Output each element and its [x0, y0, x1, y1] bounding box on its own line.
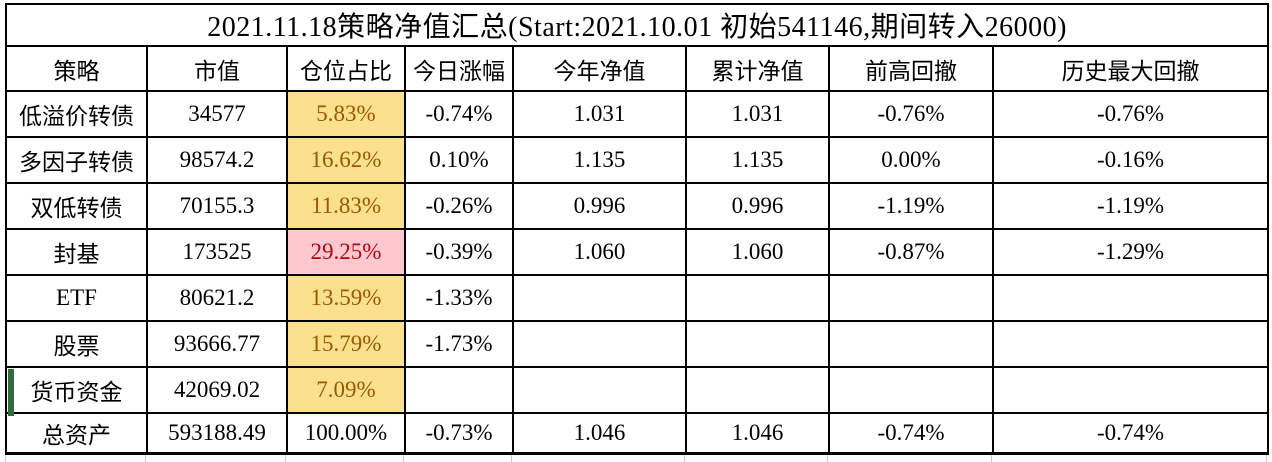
table-row: 封基 173525 29.25% -0.39% 1.060 1.060 -0.87% -1.2…: [5, 228, 1270, 276]
cell[interactable]: -0.39%: [404, 228, 514, 276]
cell[interactable]: 173525: [146, 228, 288, 276]
table-row: ETF 80621.2 13.59% -1.33%: [5, 274, 1270, 322]
cell[interactable]: [512, 366, 687, 414]
cell[interactable]: -0.74%: [404, 90, 514, 138]
cell[interactable]: [685, 320, 830, 368]
cell[interactable]: -1.19%: [991, 182, 1270, 230]
gridline-cell: [992, 455, 1267, 462]
cell[interactable]: 42069.02: [146, 366, 288, 414]
gridline-cell: [404, 455, 512, 462]
cell[interactable]: -0.74%: [991, 412, 1270, 455]
cell[interactable]: 1.046: [685, 412, 830, 455]
cell[interactable]: -1.73%: [404, 320, 514, 368]
cell[interactable]: -0.74%: [828, 412, 994, 455]
cell[interactable]: -0.73%: [404, 412, 514, 455]
strategy-summary-table: 2021.11.18策略净值汇总(Start:2021.10.01 初始5411…: [4, 3, 1270, 455]
cell[interactable]: 7.09%: [286, 366, 406, 414]
active-row-marker: [8, 369, 14, 416]
cell[interactable]: 0.10%: [404, 136, 514, 184]
column-header-historical-max-drawdown[interactable]: 历史最大回撤: [991, 45, 1270, 92]
spreadsheet-region: 2021.11.18策略净值汇总(Start:2021.10.01 初始5411…: [4, 3, 1270, 455]
table-row: 货币资金 42069.02 7.09%: [5, 366, 1270, 414]
table-title[interactable]: 2021.11.18策略净值汇总(Start:2021.10.01 初始5411…: [4, 3, 1270, 47]
cell[interactable]: [685, 366, 830, 414]
row-header-cell[interactable]: 总资产: [5, 412, 148, 455]
gridline-cell: [286, 455, 404, 462]
cell[interactable]: 593188.49: [146, 412, 288, 455]
cell[interactable]: 0.00%: [828, 136, 994, 184]
cell[interactable]: 80621.2: [146, 274, 288, 322]
cell[interactable]: 70155.3: [146, 182, 288, 230]
cell[interactable]: 11.83%: [286, 182, 406, 230]
cell[interactable]: 13.59%: [286, 274, 406, 322]
cell[interactable]: 1.135: [512, 136, 687, 184]
cell[interactable]: -0.76%: [828, 90, 994, 138]
next-row-gridlines: [5, 455, 1267, 462]
cell[interactable]: 1.060: [685, 228, 830, 276]
gridline-cell: [828, 455, 992, 462]
table-body: 低溢价转债 34577 5.83% -0.74% 1.031 1.031 -0.76% -0.…: [5, 90, 1270, 455]
table-row: 总资产 593188.49 100.00% -0.73% 1.046 1.046 -0.74…: [5, 412, 1270, 455]
cell[interactable]: -0.26%: [404, 182, 514, 230]
cell[interactable]: -0.76%: [991, 90, 1270, 138]
table-row: 低溢价转债 34577 5.83% -0.74% 1.031 1.031 -0.76% -0.…: [5, 90, 1270, 138]
cell[interactable]: [991, 274, 1270, 322]
row-header-cell[interactable]: 股票: [5, 320, 148, 368]
cell[interactable]: [828, 320, 994, 368]
cell[interactable]: 93666.77: [146, 320, 288, 368]
cell[interactable]: 34577: [146, 90, 288, 138]
row-header-cell[interactable]: 封基: [5, 228, 148, 276]
column-header-strategy[interactable]: 策略: [5, 45, 148, 92]
cell[interactable]: [512, 320, 687, 368]
row-header-cell[interactable]: 多因子转债: [5, 136, 148, 184]
cell[interactable]: 15.79%: [286, 320, 406, 368]
column-header-market-value[interactable]: 市值: [146, 45, 288, 92]
cell[interactable]: 1.135: [685, 136, 830, 184]
title-row: 2021.11.18策略净值汇总(Start:2021.10.01 初始5411…: [4, 3, 1270, 47]
cell[interactable]: -0.16%: [991, 136, 1270, 184]
row-header-cell[interactable]: 双低转债: [5, 182, 148, 230]
gridline-cell: [146, 455, 286, 462]
cell[interactable]: -1.33%: [404, 274, 514, 322]
cell[interactable]: 1.046: [512, 412, 687, 455]
table-row: 多因子转债 98574.2 16.62% 0.10% 1.135 1.135 0.00% -0…: [5, 136, 1270, 184]
cell[interactable]: 1.031: [512, 90, 687, 138]
header-row: 策略 市值 仓位占比 今日涨幅 今年净值 累计净值 前高回撤 历史最大回撤: [5, 45, 1270, 92]
cell[interactable]: 1.031: [685, 90, 830, 138]
table-row: 股票 93666.77 15.79% -1.73%: [5, 320, 1270, 368]
column-header-cumulative-nav[interactable]: 累计净值: [685, 45, 830, 92]
row-header-cell[interactable]: ETF: [5, 274, 148, 322]
cell[interactable]: 1.060: [512, 228, 687, 276]
table-row: 双低转债 70155.3 11.83% -0.26% 0.996 0.996 -1.19% -…: [5, 182, 1270, 230]
cell[interactable]: -0.87%: [828, 228, 994, 276]
cell[interactable]: [512, 274, 687, 322]
cell[interactable]: 0.996: [685, 182, 830, 230]
gridline-cell: [512, 455, 685, 462]
cell[interactable]: 16.62%: [286, 136, 406, 184]
column-header-position-pct[interactable]: 仓位占比: [286, 45, 406, 92]
cell[interactable]: [404, 366, 514, 414]
cell[interactable]: [991, 366, 1270, 414]
column-header-today-change[interactable]: 今日涨幅: [404, 45, 514, 92]
cell[interactable]: [828, 274, 994, 322]
cell[interactable]: [991, 320, 1270, 368]
gridline-cell: [5, 455, 146, 462]
column-header-ytd-nav[interactable]: 今年净值: [512, 45, 687, 92]
row-header-cell[interactable]: 货币资金: [5, 366, 148, 414]
cell[interactable]: 29.25%: [286, 228, 406, 276]
cell[interactable]: 5.83%: [286, 90, 406, 138]
gridline-cell: [685, 455, 828, 462]
cell[interactable]: [828, 366, 994, 414]
cell[interactable]: -1.19%: [828, 182, 994, 230]
cell[interactable]: 0.996: [512, 182, 687, 230]
cell[interactable]: 98574.2: [146, 136, 288, 184]
row-header-cell[interactable]: 低溢价转债: [5, 90, 148, 138]
cell[interactable]: 100.00%: [286, 412, 406, 455]
column-header-drawdown-from-high[interactable]: 前高回撤: [828, 45, 994, 92]
cell[interactable]: [685, 274, 830, 322]
cell[interactable]: -1.29%: [991, 228, 1270, 276]
